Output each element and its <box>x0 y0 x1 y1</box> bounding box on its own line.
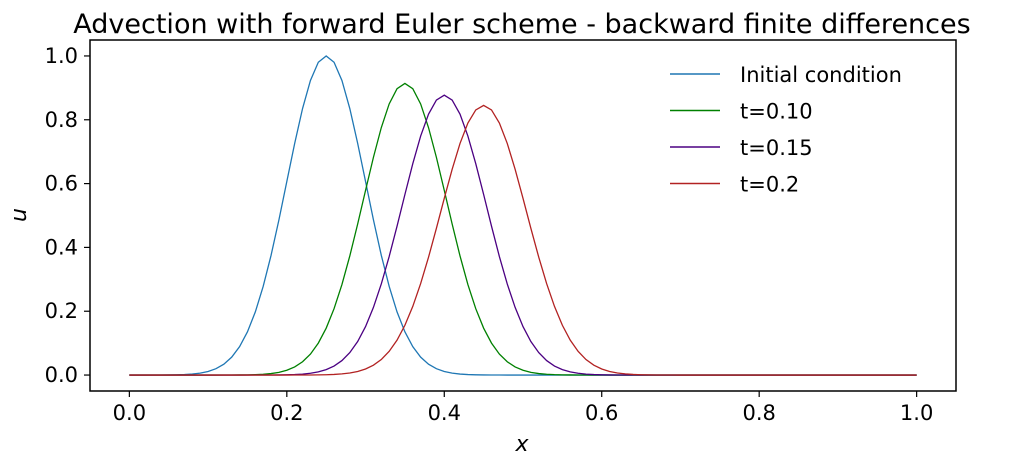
x-tick-label: 0.6 <box>585 401 618 425</box>
y-axis-label: u <box>7 208 32 222</box>
series-layer <box>129 55 917 376</box>
legend-label-3: t=0.2 <box>740 173 799 197</box>
legend: Initial condition t=0.10 t=0.15 t=0.2 <box>670 63 902 197</box>
x-tick-label: 0.8 <box>742 401 775 425</box>
legend-label-0: Initial condition <box>740 63 902 87</box>
y-tick-label: 0.8 <box>45 108 78 132</box>
x-tick-label: 0.4 <box>428 401 461 425</box>
y-tick-label: 0.4 <box>45 235 78 259</box>
x-tick-label: 1.0 <box>900 401 933 425</box>
legend-label-1: t=0.10 <box>740 100 813 124</box>
chart-title: Advection with forward Euler scheme - ba… <box>73 9 970 40</box>
y-tick-label: 1.0 <box>45 44 78 68</box>
plot-frame <box>89 39 957 392</box>
y-tick-label: 0.2 <box>45 299 78 323</box>
legend-label-2: t=0.15 <box>740 136 813 160</box>
x-ticks: 0.0 0.2 0.4 0.6 0.8 1.0 <box>113 391 933 425</box>
x-tick-label: 0.2 <box>270 401 303 425</box>
x-tick-label: 0.0 <box>113 401 146 425</box>
series-line-3 <box>129 104 917 376</box>
y-tick-label: 0.0 <box>45 363 78 387</box>
x-axis-label: x <box>514 432 529 457</box>
y-tick-label: 0.6 <box>45 172 78 196</box>
y-ticks: 0.0 0.2 0.4 0.6 0.8 1.0 <box>45 44 90 387</box>
